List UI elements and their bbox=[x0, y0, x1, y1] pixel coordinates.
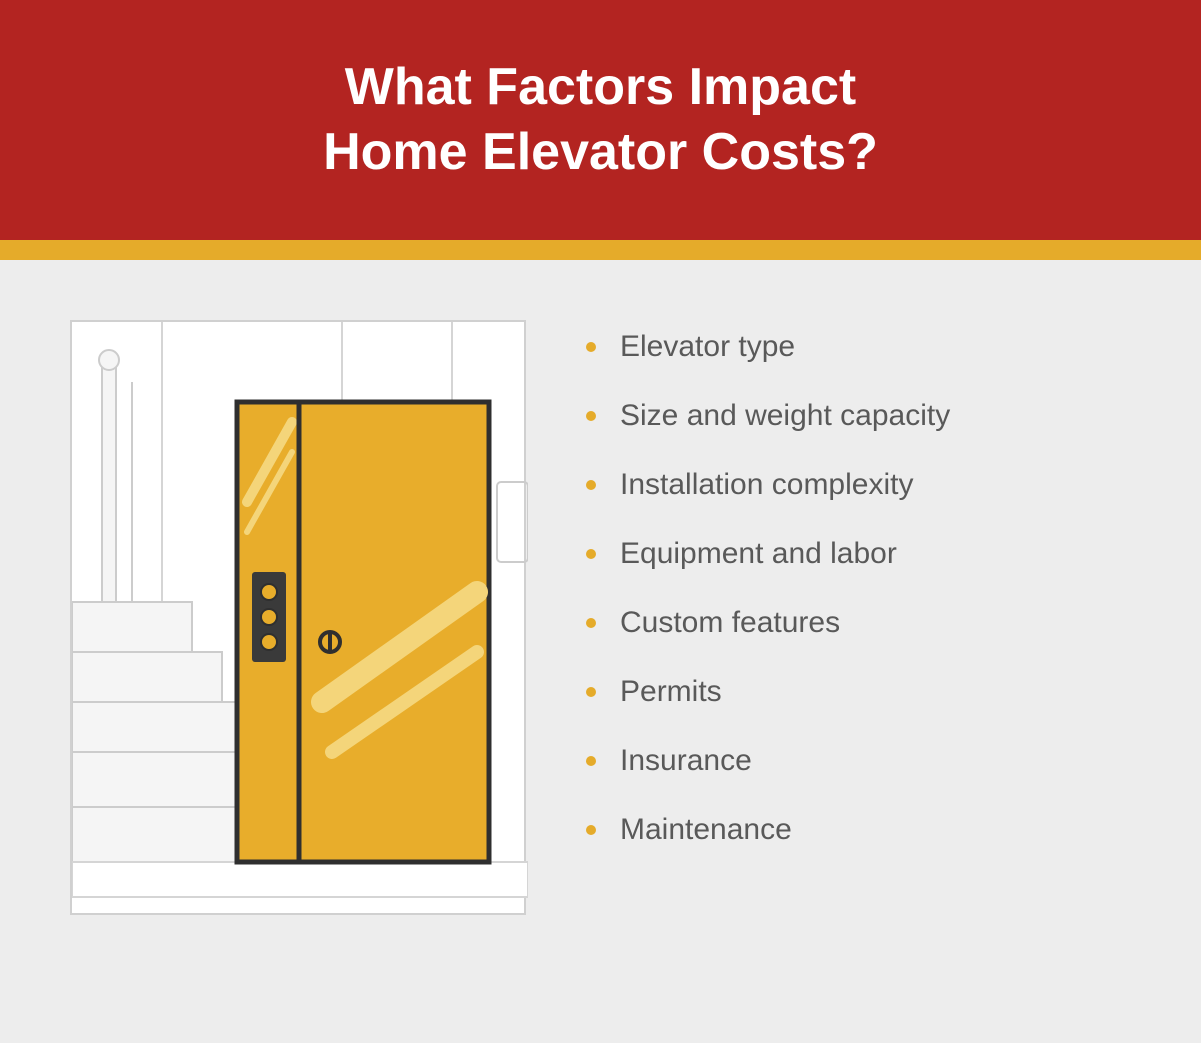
elevator-svg bbox=[72, 322, 528, 917]
bullet-icon bbox=[586, 411, 596, 421]
page-title: What Factors Impact Home Elevator Costs? bbox=[40, 55, 1161, 185]
bullet-icon bbox=[586, 549, 596, 559]
bullet-icon bbox=[586, 687, 596, 697]
bullet-icon bbox=[586, 342, 596, 352]
list-item: Size and weight capacity bbox=[586, 399, 1131, 433]
bullet-icon bbox=[586, 480, 596, 490]
list-item-label: Insurance bbox=[620, 744, 752, 778]
bullet-icon bbox=[586, 825, 596, 835]
list-item: Maintenance bbox=[586, 813, 1131, 847]
list-item: Equipment and labor bbox=[586, 537, 1131, 571]
bullet-icon bbox=[586, 618, 596, 628]
list-item: Installation complexity bbox=[586, 468, 1131, 502]
list-item-label: Maintenance bbox=[620, 813, 792, 847]
list-item: Permits bbox=[586, 675, 1131, 709]
header-banner: What Factors Impact Home Elevator Costs? bbox=[0, 0, 1201, 240]
elevator-illustration bbox=[70, 320, 526, 915]
list-item-label: Equipment and labor bbox=[620, 537, 897, 571]
bullet-icon bbox=[586, 756, 596, 766]
list-item-label: Installation complexity bbox=[620, 468, 913, 502]
list-item: Elevator type bbox=[586, 330, 1131, 364]
list-item-label: Permits bbox=[620, 675, 722, 709]
list-item-label: Custom features bbox=[620, 606, 840, 640]
content-area: Elevator type Size and weight capacity I… bbox=[0, 260, 1201, 975]
title-line-1: What Factors Impact bbox=[345, 58, 856, 116]
list-item-label: Size and weight capacity bbox=[620, 399, 950, 433]
list-item: Custom features bbox=[586, 606, 1131, 640]
accent-bar bbox=[0, 240, 1201, 260]
title-line-2: Home Elevator Costs? bbox=[323, 123, 878, 181]
factors-list: Elevator type Size and weight capacity I… bbox=[586, 330, 1131, 847]
list-item: Insurance bbox=[586, 744, 1131, 778]
list-item-label: Elevator type bbox=[620, 330, 795, 364]
factors-list-container: Elevator type Size and weight capacity I… bbox=[586, 320, 1131, 882]
